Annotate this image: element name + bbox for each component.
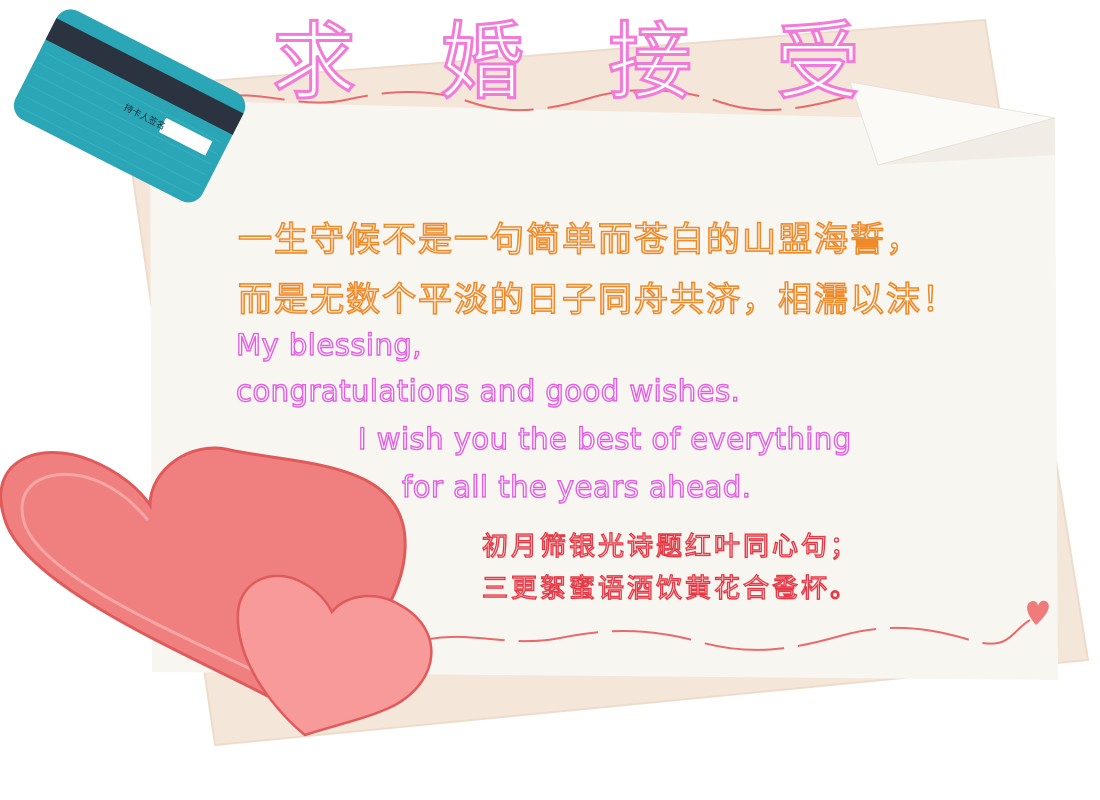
- message-line-english: congratulations and good wishes.: [235, 373, 741, 408]
- heart-icon: [1027, 600, 1049, 625]
- top-wave-line: [214, 89, 851, 112]
- title-char: 求: [270, 13, 357, 112]
- couplet-line: 初月筛银光诗题红叶同心句；: [481, 531, 860, 562]
- message-line-english: I wish you the best of everything: [357, 421, 852, 456]
- couplet-line: 三更絮蜜语酒饮黄花合卺杯。: [481, 573, 860, 604]
- bottom-wave-line: [424, 619, 1031, 651]
- message-line-english: for all the years ahead.: [401, 469, 752, 504]
- folded-corner-icon: [849, 81, 1056, 166]
- title-char: 接: [606, 13, 693, 112]
- title-char: 受: [774, 13, 861, 112]
- message-line-chinese: 一生守候不是一句简单而苍白的山盟海誓，: [237, 219, 922, 261]
- message-line-english: My blessing,: [235, 327, 422, 362]
- heart-icon: [236, 574, 433, 737]
- message-line-chinese: 而是无数个平淡的日子同舟共济，相濡以沫！: [237, 279, 958, 321]
- bank-card-icon: 持卡人签名: [13, 9, 246, 203]
- title-char: 婚: [438, 13, 525, 112]
